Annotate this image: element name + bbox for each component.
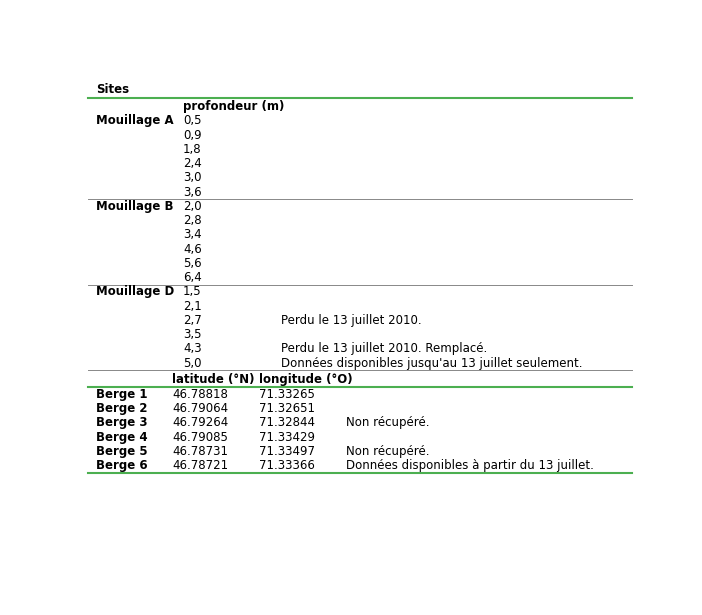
Text: 71.32844: 71.32844 xyxy=(259,416,315,429)
Text: 46.79264: 46.79264 xyxy=(172,416,228,429)
Text: 6,4: 6,4 xyxy=(183,271,201,284)
Text: 1,5: 1,5 xyxy=(183,285,201,298)
Text: 0,5: 0,5 xyxy=(183,114,201,127)
Text: 2,0: 2,0 xyxy=(183,200,201,213)
Text: Perdu le 13 juillet 2010.: Perdu le 13 juillet 2010. xyxy=(281,314,421,327)
Text: 1,8: 1,8 xyxy=(183,143,201,156)
Text: 46.78818: 46.78818 xyxy=(172,388,228,401)
Text: 2,4: 2,4 xyxy=(183,157,201,170)
Text: 3,4: 3,4 xyxy=(183,228,201,242)
Text: Berge 5: Berge 5 xyxy=(96,445,147,458)
Text: 71.33366: 71.33366 xyxy=(259,459,315,472)
Text: 71.33429: 71.33429 xyxy=(259,430,315,443)
Text: 5,0: 5,0 xyxy=(183,357,201,370)
Text: Berge 3: Berge 3 xyxy=(96,416,147,429)
Text: profondeur (m): profondeur (m) xyxy=(183,100,284,113)
Text: 46.79064: 46.79064 xyxy=(172,402,228,415)
Text: 46.79085: 46.79085 xyxy=(172,430,228,443)
Text: Berge 2: Berge 2 xyxy=(96,402,147,415)
Text: 4,6: 4,6 xyxy=(183,243,201,256)
Text: 46.78731: 46.78731 xyxy=(172,445,228,458)
Text: Perdu le 13 juillet 2010. Remplacé.: Perdu le 13 juillet 2010. Remplacé. xyxy=(281,343,487,355)
Text: Non récupéré.: Non récupéré. xyxy=(346,416,430,429)
Text: 3,0: 3,0 xyxy=(183,172,201,184)
Text: 0,9: 0,9 xyxy=(183,129,201,141)
Text: Données disponibles à partir du 13 juillet.: Données disponibles à partir du 13 juill… xyxy=(346,459,594,472)
Text: Mouillage A: Mouillage A xyxy=(96,114,173,127)
Text: 5,6: 5,6 xyxy=(183,257,201,270)
Text: 3,5: 3,5 xyxy=(183,328,201,341)
Text: 2,8: 2,8 xyxy=(183,214,201,227)
Text: 3,6: 3,6 xyxy=(183,186,201,199)
Text: 4,3: 4,3 xyxy=(183,343,201,355)
Text: Berge 4: Berge 4 xyxy=(96,430,147,443)
Text: latitude (°N): latitude (°N) xyxy=(172,373,255,386)
Text: Données disponibles jusqu'au 13 juillet seulement.: Données disponibles jusqu'au 13 juillet … xyxy=(281,357,583,370)
Text: Berge 1: Berge 1 xyxy=(96,388,147,401)
Text: longitude (°O): longitude (°O) xyxy=(259,373,352,386)
Text: Mouillage D: Mouillage D xyxy=(96,285,174,298)
Text: 71.33265: 71.33265 xyxy=(259,388,315,401)
Text: Sites: Sites xyxy=(96,84,129,97)
Text: Mouillage B: Mouillage B xyxy=(96,200,173,213)
Text: 2,7: 2,7 xyxy=(183,314,201,327)
Text: 2,1: 2,1 xyxy=(183,300,201,312)
Text: 71.33497: 71.33497 xyxy=(259,445,315,458)
Text: Non récupéré.: Non récupéré. xyxy=(346,445,430,458)
Text: 46.78721: 46.78721 xyxy=(172,459,228,472)
Text: 71.32651: 71.32651 xyxy=(259,402,315,415)
Text: Berge 6: Berge 6 xyxy=(96,459,147,472)
